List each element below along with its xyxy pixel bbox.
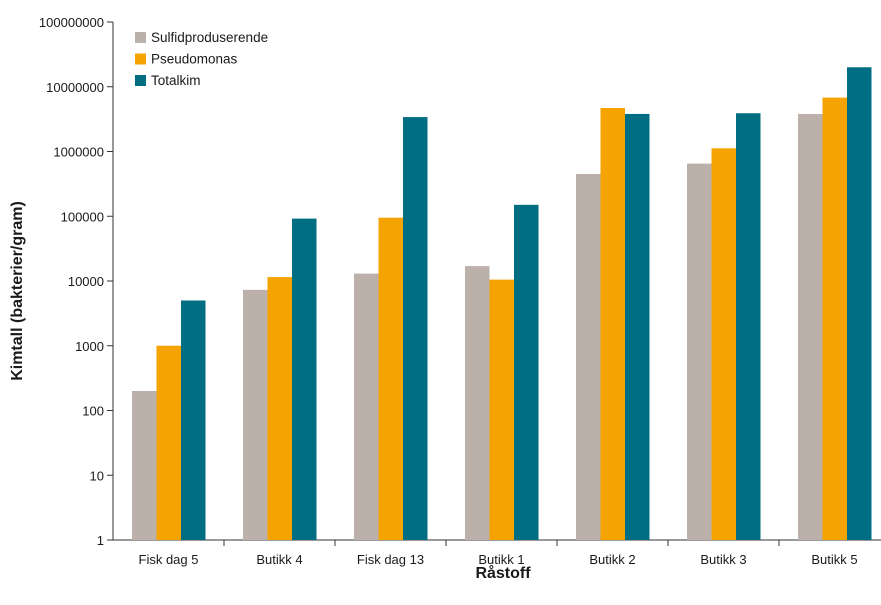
legend-label: Pseudomonas	[151, 52, 238, 67]
legend-label: Totalkim	[151, 73, 201, 88]
y-tick-label: 100000000	[39, 15, 104, 30]
y-tick-label: 10000000	[46, 80, 104, 95]
bar-pseudomonas-butikk-4	[267, 277, 292, 540]
bar-totalkim-butikk-1	[514, 204, 539, 540]
bar-totalkim-fisk-dag-5	[181, 300, 206, 540]
y-axis-title: Kimtall (bakterier/gram)	[9, 201, 26, 381]
y-tick-label: 1	[97, 533, 104, 548]
bar-totalkim-fisk-dag-13	[403, 117, 428, 541]
bar-sulfidproduserende-fisk-dag-13	[354, 273, 379, 540]
bar-sulfidproduserende-butikk-1	[465, 266, 490, 540]
x-tick-labels: Fisk dag 5 Butikk 4 Fisk dag 13 Butikk 1 But…	[139, 552, 858, 567]
x-tick-label: Fisk dag 5	[139, 552, 199, 567]
bar-pseudomonas-butikk-3	[711, 148, 736, 541]
bar-pseudomonas-butikk-1	[489, 279, 514, 540]
x-tick-label: Butikk 3	[700, 552, 746, 567]
bar-totalkim-butikk-5	[847, 67, 872, 541]
bars	[132, 67, 872, 541]
bar-pseudomonas-butikk-2	[600, 107, 625, 541]
bar-sulfidproduserende-fisk-dag-5	[132, 391, 157, 540]
bar-totalkim-butikk-3	[736, 113, 761, 540]
x-axis-title: Råstoff	[475, 564, 531, 582]
bar-pseudomonas-butikk-5	[822, 97, 847, 541]
legend-swatch	[135, 53, 146, 65]
x-tick-label: Butikk 4	[256, 552, 302, 567]
y-tick-label: 10	[90, 468, 104, 483]
bar-sulfidproduserende-butikk-2	[576, 173, 601, 541]
y-tick-label: 10000	[68, 274, 104, 289]
legend-label: Sulfidproduserende	[151, 30, 268, 45]
bar-totalkim-butikk-2	[625, 113, 650, 540]
legend-swatch	[135, 32, 146, 43]
bar-pseudomonas-fisk-dag-13	[378, 217, 403, 541]
y-tick-label: 100	[82, 404, 104, 419]
y-tick-label: 100000	[61, 209, 104, 224]
x-tick-label: Fisk dag 13	[357, 552, 424, 567]
bar-sulfidproduserende-butikk-4	[243, 289, 268, 540]
bar-sulfidproduserende-butikk-5	[798, 113, 823, 540]
x-tick-label: Butikk 1	[478, 552, 524, 567]
legend-swatch	[135, 75, 146, 86]
bar-sulfidproduserende-butikk-3	[687, 163, 712, 540]
y-tick-label: 1000	[75, 339, 104, 354]
bar-pseudomonas-fisk-dag-5	[156, 345, 181, 540]
y-tick-labels: 1 10 100 1000 10000 100000 1000000 10000000 1000…	[39, 15, 104, 548]
x-tick-label: Butikk 2	[589, 552, 635, 567]
x-tick-label: Butikk 5	[811, 552, 857, 567]
legend: Sulfidproduserende Pseudomonas Totalkim	[135, 30, 268, 88]
bar-totalkim-butikk-4	[292, 218, 317, 541]
y-tick-label: 1000000	[53, 145, 104, 160]
